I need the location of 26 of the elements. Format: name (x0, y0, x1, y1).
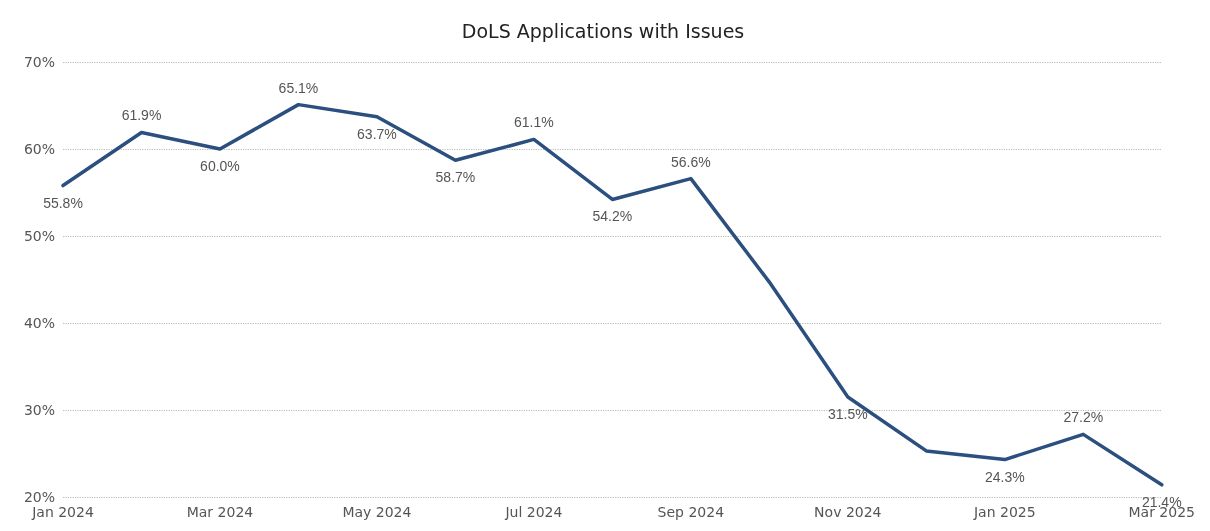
data-label: 63.7% (357, 125, 397, 142)
data-label: 31.5% (827, 405, 868, 422)
x-tick-label: Jan 2024 (31, 504, 94, 520)
data-label: 65.1% (278, 79, 319, 96)
y-tick-label: 40% (23, 315, 55, 331)
x-tick-label: Sep 2024 (657, 504, 725, 520)
data-label: 27.2% (1063, 409, 1104, 426)
data-label: 55.8% (43, 194, 83, 211)
y-tick-label: 20% (23, 489, 55, 505)
data-label: 60.0% (200, 158, 240, 174)
chart-title: DoLS Applications with Issues (461, 19, 745, 42)
y-tick-label: 60% (23, 141, 55, 157)
data-label: 61.9% (121, 107, 162, 124)
x-tick-label: Jul 2024 (504, 504, 563, 520)
data-label: 24.3% (984, 468, 1025, 485)
data-label: 61.1% (514, 114, 554, 131)
y-tick-label: 50% (23, 228, 55, 244)
data-label: 58.7% (435, 169, 476, 186)
data-label: 56.6% (671, 153, 711, 170)
x-tick-label: Mar 2024 (186, 504, 254, 520)
data-label: 54.2% (592, 208, 633, 225)
y-tick-label: 70% (23, 54, 55, 70)
x-tick-label: Nov 2024 (814, 504, 882, 520)
y-tick-label: 30% (23, 402, 55, 418)
x-tick-label: Jan 2025 (972, 504, 1036, 520)
x-tick-label: May 2024 (342, 504, 412, 520)
